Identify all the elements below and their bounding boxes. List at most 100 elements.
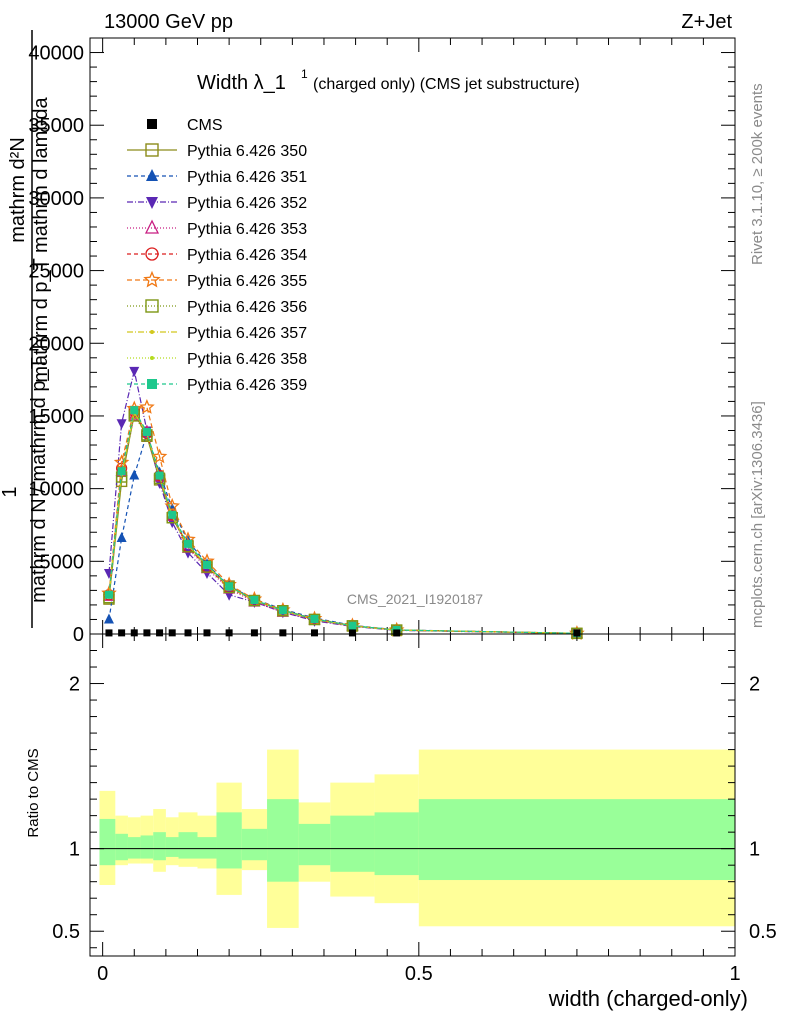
series-356 (103, 410, 583, 640)
marker-triangle (129, 469, 140, 480)
legend-cms-marker (147, 119, 157, 129)
ylabel-line3: 1 (0, 486, 21, 497)
marker-square (202, 560, 211, 569)
cms-point (105, 629, 113, 637)
title-main: Width λ_1 (197, 72, 286, 94)
ratio-band-inner (298, 823, 331, 866)
series-line (108, 411, 577, 634)
ratio-tick-label-right: 0.5 (749, 921, 777, 943)
marker-square (277, 605, 289, 617)
legend-entry: Pythia 6.426 356 (127, 299, 307, 316)
series-line (108, 414, 577, 634)
main-plot-panel: 0 5000 10000 15000 20000 25000 30000 35000 40000… (28, 37, 736, 646)
ratio-tick-label-right: 1 (749, 839, 760, 861)
marker-square (348, 621, 357, 630)
analysis-watermark: CMS_2021_I1920187 (347, 591, 483, 607)
legend-entry: Pythia 6.426 351 (127, 169, 307, 186)
marker-square (248, 594, 261, 607)
marker-triangle (146, 169, 158, 181)
marker-square (142, 427, 151, 436)
legend-entry: Pythia 6.426 350 (127, 143, 307, 160)
y-tick-label: 10000 (28, 479, 84, 501)
process-label: Z+Jet (681, 11, 732, 33)
marker-square (145, 299, 159, 313)
legend: CMS Pythia 6.426 350 Pythia 6.426 351 Pythi… (127, 117, 307, 394)
y-tick-label: 40000 (28, 43, 84, 65)
ratio-band-inner (216, 812, 242, 869)
legend-label: Pythia 6.426 352 (187, 195, 307, 212)
marker-square (225, 582, 234, 591)
marker-star (151, 448, 168, 464)
y-tick-label: 25000 (28, 261, 84, 283)
series-line (108, 408, 577, 634)
marker-triangle (144, 219, 160, 234)
series-line (108, 411, 577, 634)
ratio-tick-label-left: 0.5 (52, 921, 80, 943)
legend-entry: Pythia 6.426 353 (127, 219, 307, 238)
ratio-tick-label-left: 2 (69, 674, 80, 696)
x-axis-label: width (charged-only) (548, 986, 748, 1011)
legend-label: Pythia 6.426 354 (187, 247, 307, 264)
cms-point (168, 629, 176, 637)
series-line (108, 414, 577, 634)
series-line (108, 370, 577, 634)
y-tick-label: 15000 (28, 406, 84, 428)
cms-point (250, 629, 258, 637)
series-line (108, 431, 577, 634)
ratio-band-inner (330, 815, 375, 872)
ratio-band-inner (374, 812, 419, 876)
marker-triangle-down (116, 419, 127, 430)
series-line (108, 409, 577, 634)
ratio-band-inner (127, 837, 141, 859)
legend-label: Pythia 6.426 359 (187, 377, 307, 394)
legend-entry: Pythia 6.426 352 (127, 195, 307, 212)
ratio-tick-label-left: 1 (69, 839, 80, 861)
cms-point (348, 629, 356, 637)
legend-label: Pythia 6.426 351 (187, 169, 307, 186)
series-line (108, 406, 577, 634)
series-line (108, 409, 577, 634)
marker-dot (150, 356, 154, 360)
marker-circle (145, 247, 159, 261)
marker-square (250, 595, 259, 604)
collision-label: 13000 GeV pp (104, 11, 233, 33)
marker-star (143, 270, 161, 288)
ratio-band-inner (178, 832, 198, 859)
ratio-band-inner (241, 828, 268, 861)
marker-square (104, 590, 113, 599)
cms-data-points (105, 629, 581, 637)
y-tick-label: 20000 (28, 333, 84, 355)
mcplots-label: mcplots.cern.ch [arXiv:1306.3436] (749, 401, 766, 628)
marker-dot (150, 330, 154, 334)
main-axis-ticks (90, 37, 736, 635)
marker-triangle-down (146, 197, 158, 209)
series-352 (103, 366, 582, 640)
y-tick-label: 30000 (28, 188, 84, 210)
x-tick-label: 0.5 (405, 963, 433, 985)
marker-star (139, 398, 155, 414)
marker-square (168, 510, 177, 519)
plot-title: Width λ_1 1 (charged only) (CMS jet subs… (197, 67, 580, 94)
legend-entry: Pythia 6.426 354 (127, 247, 307, 264)
x-tick-label: 0 (97, 963, 108, 985)
legend-entry: Pythia 6.426 355 (127, 270, 307, 290)
cms-point (130, 629, 138, 637)
y-tick-label: 5000 (40, 551, 85, 573)
series-351 (103, 427, 582, 638)
marker-square (184, 539, 193, 548)
y-tick-label: 35000 (28, 115, 84, 137)
marker-triangle (116, 532, 127, 543)
marker-triangle-down (103, 568, 114, 579)
x-tick-label: 1 (729, 963, 740, 985)
marker-square (278, 606, 287, 615)
y-tick-label: 0 (73, 624, 84, 646)
legend-entry: Pythia 6.426 357 (127, 325, 307, 342)
marker-square (117, 467, 126, 476)
cms-point (184, 629, 192, 637)
ylabel-line4: mathrm d N / mathrm d p_T (28, 357, 50, 603)
marker-square (147, 379, 157, 389)
cms-point (310, 629, 318, 637)
x-tick-labels: 0 0.5 1 (97, 963, 740, 985)
legend-label: Pythia 6.426 356 (187, 299, 307, 316)
marker-square (130, 406, 139, 415)
